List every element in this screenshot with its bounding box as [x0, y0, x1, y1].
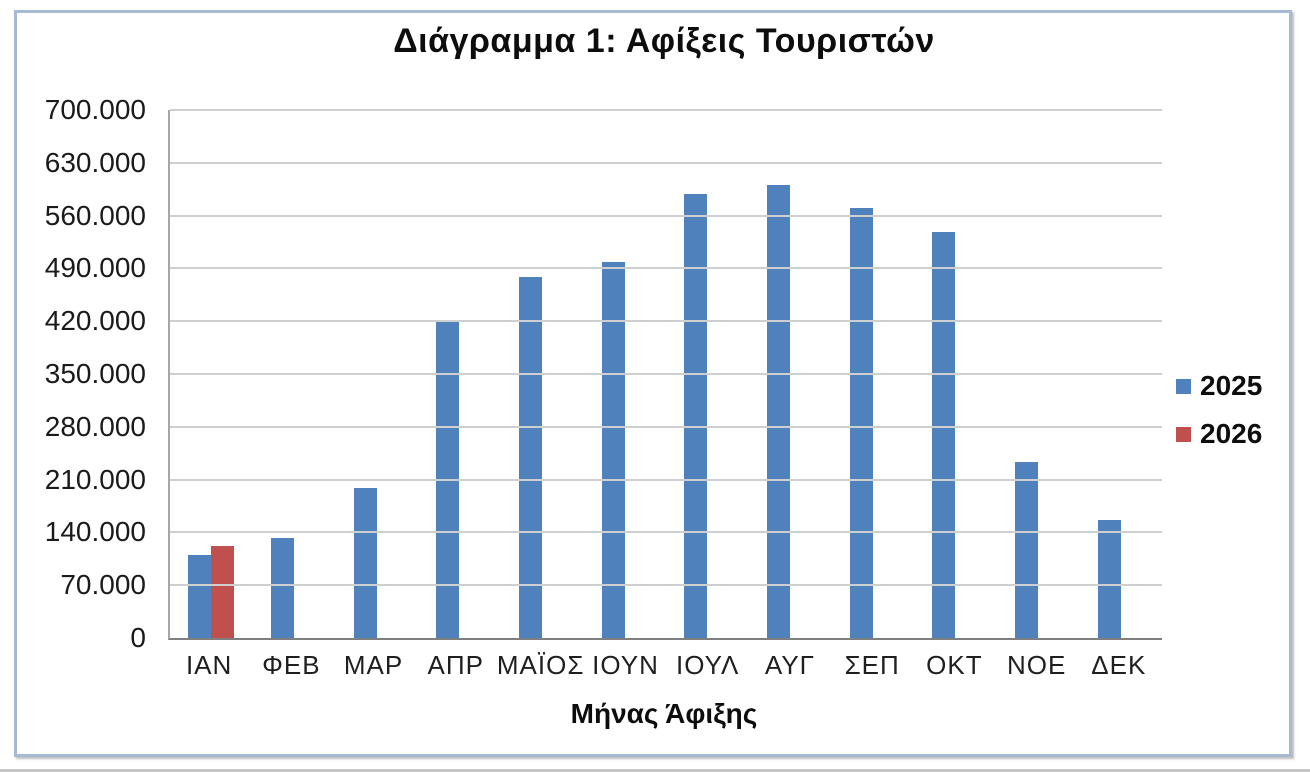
y-tick-label-140.000: 140.000 — [44, 516, 146, 548]
bar-2025-ΑΥΓ — [767, 184, 791, 638]
x-tick-label-ΙΟΥΛ: ΙΟΥΛ — [676, 650, 740, 680]
bar-pair-ΙΟΥΝ — [601, 262, 648, 638]
gridline-140.000 — [170, 531, 1162, 534]
bar-slot-2025-ΙΟΥΝ — [601, 262, 625, 638]
bar-pair-ΜΑΪΟΣ — [519, 277, 565, 638]
bar-slot-2025-ΜΑΡ — [353, 487, 377, 638]
y-axis-labels: 0 70.000 140.000 210.000 280.000 350.000 420.0… — [0, 94, 146, 653]
bar-slot-2025-ΙΑΝ — [188, 555, 212, 638]
bar-pair-ΔΕΚ — [1097, 519, 1144, 638]
bar-slot-2025-ΙΟΥΛ — [684, 193, 708, 638]
bar-pair-ΑΥΓ — [767, 184, 813, 638]
bar-2025-ΙΟΥΝ — [601, 262, 625, 638]
x-tick-label-ΝΟΕ: ΝΟΕ — [1006, 650, 1067, 680]
bar-group-ΙΟΥΛ — [666, 110, 749, 638]
legend-swatch-2026 — [1176, 426, 1191, 442]
gridline-210.000 — [170, 478, 1162, 481]
y-tick-label-70.000: 70.000 — [60, 569, 146, 601]
x-axis-title: Μήνας Άφιξης — [570, 698, 758, 729]
y-tick-label-700.000: 700.000 — [44, 94, 146, 125]
bar-group-ΙΑΝ — [170, 110, 253, 638]
bar-2025-ΜΑΪΟΣ — [519, 277, 543, 638]
bar-2025-ΙΟΥΛ — [684, 193, 708, 638]
bar-2025-ΔΕΚ — [1097, 519, 1121, 638]
bar-group-ΦΕΒ — [253, 110, 336, 638]
bar-slot-2025-ΝΟΕ — [1015, 462, 1039, 638]
gridline-70.000 — [170, 584, 1162, 587]
bar-pair-ΝΟΕ — [1015, 462, 1061, 638]
bar-pair-ΟΚΤ — [932, 232, 978, 638]
bar-group-ΟΚΤ — [914, 110, 997, 638]
gridline-700.000 — [170, 109, 1162, 111]
y-tick-label-350.000: 350.000 — [44, 358, 146, 389]
legend: 2025 2026 — [1176, 370, 1262, 466]
bar-2025-ΦΕΒ — [271, 538, 294, 638]
bar-2025-ΟΚΤ — [932, 232, 956, 638]
bar-group-ΙΟΥΝ — [583, 110, 666, 638]
chart-title: Διάγραμμα 1: Αφίξεις Τουριστών — [393, 22, 935, 60]
bar-2025-ΝΟΕ — [1015, 462, 1039, 638]
y-tick-label-0: 0 — [130, 622, 146, 653]
legend-label-2025: 2025 — [1200, 370, 1263, 401]
plot-area — [168, 109, 1162, 640]
legend-label-2026: 2026 — [1200, 418, 1263, 449]
legend-item-2026: 2026 — [1176, 418, 1262, 450]
bar-group-ΜΑΡ — [335, 110, 418, 638]
legend-item-2025: 2025 — [1176, 370, 1262, 402]
gridline-560.000 — [170, 214, 1162, 217]
x-tick-label-ΜΑΪΟΣ: ΜΑΪΟΣ — [496, 650, 585, 680]
x-tick-label-ΑΥΓ: ΑΥΓ — [764, 650, 815, 680]
x-tick-label-ΙΑΝ: ΙΑΝ — [185, 650, 233, 680]
gridline-280.000 — [170, 425, 1162, 428]
gridline-420.000 — [170, 320, 1162, 323]
bar-pair-ΙΑΝ — [188, 545, 235, 638]
bar-2026-ΙΑΝ — [211, 545, 235, 638]
bar-slot-2025-ΜΑΪΟΣ — [519, 277, 543, 638]
bar-slot-2026-ΙΑΝ — [211, 545, 235, 638]
y-tick-label-280.000: 280.000 — [44, 410, 146, 442]
bar-slot-2025-ΦΕΒ — [271, 538, 294, 638]
y-tick-label-490.000: 490.000 — [44, 252, 146, 284]
gridline-630.000 — [170, 161, 1162, 164]
bar-2025-ΣΕΠ — [849, 208, 873, 638]
bar-2025-ΜΑΡ — [353, 487, 377, 638]
bar-group-ΜΑΪΟΣ — [501, 110, 584, 638]
x-tick-label-ΜΑΡ: ΜΑΡ — [343, 650, 404, 680]
x-tick-label-ΑΠΡ: ΑΠΡ — [427, 650, 484, 680]
bar-group-ΣΕΠ — [831, 110, 914, 638]
x-tick-label-ΙΟΥΝ: ΙΟΥΝ — [592, 650, 659, 680]
bar-2025-ΙΑΝ — [188, 555, 212, 638]
bar-group-ΔΕΚ — [1079, 110, 1162, 638]
legend-swatch-2025 — [1176, 378, 1191, 394]
x-axis-labels: ΙΑΝ ΦΕΒ ΜΑΡ ΑΠΡ ΜΑΪΟΣ ΙΟΥΝ ΙΟΥΛ ΑΥΓ ΣΕΠ ΟΚΤ ΝΟΕ ΔΕΚ — [168, 650, 1160, 681]
x-tick-label-ΣΕΠ: ΣΕΠ — [844, 650, 900, 680]
bar-pair-ΙΟΥΛ — [684, 193, 730, 638]
bar-slot-2025-ΣΕΠ — [849, 208, 873, 638]
x-tick-label-ΦΕΒ: ΦΕΒ — [262, 650, 321, 680]
bar-pair-ΜΑΡ — [353, 487, 400, 638]
x-tick-label-ΔΕΚ: ΔΕΚ — [1091, 650, 1147, 680]
bar-pair-ΣΕΠ — [849, 208, 896, 638]
bar-group-ΝΟΕ — [997, 110, 1080, 638]
bar-group-ΑΥΓ — [749, 110, 832, 638]
screenshot-bottom-edge — [0, 769, 1310, 772]
bar-pair-ΦΕΒ — [271, 538, 317, 638]
y-tick-label-420.000: 420.000 — [44, 305, 146, 337]
gridline-350.000 — [170, 373, 1162, 375]
y-tick-label-630.000: 630.000 — [44, 146, 146, 178]
gridline-490.000 — [170, 267, 1162, 270]
bar-slot-2025-ΔΕΚ — [1097, 519, 1121, 638]
y-tick-label-560.000: 560.000 — [44, 199, 146, 231]
bar-slot-2025-ΟΚΤ — [932, 232, 956, 638]
x-tick-label-ΟΚΤ: ΟΚΤ — [926, 650, 983, 680]
bar-slot-2025-ΑΥΓ — [767, 184, 791, 638]
y-tick-label-210.000: 210.000 — [44, 463, 146, 495]
